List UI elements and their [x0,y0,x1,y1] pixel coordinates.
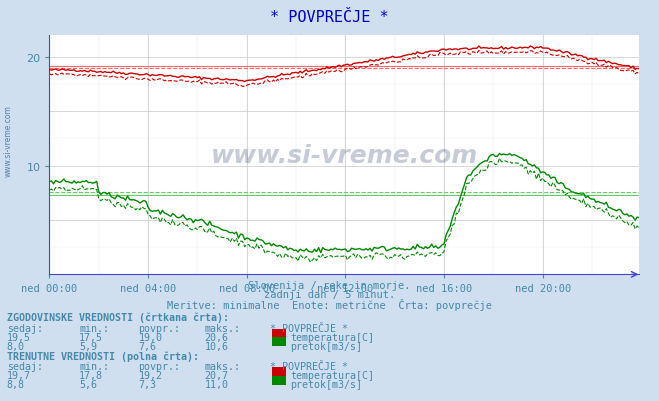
Text: Slovenija / reke in morje.: Slovenija / reke in morje. [248,281,411,291]
Text: min.:: min.: [79,323,109,333]
Text: 7,6: 7,6 [138,341,156,351]
Text: 8,8: 8,8 [7,379,24,389]
Text: 19,0: 19,0 [138,332,162,342]
Text: 8,0: 8,0 [7,341,24,351]
Text: temperatura[C]: temperatura[C] [290,332,374,342]
Text: temperatura[C]: temperatura[C] [290,370,374,380]
Text: zadnji dan / 5 minut.: zadnji dan / 5 minut. [264,290,395,300]
Text: pretok[m3/s]: pretok[m3/s] [290,379,362,389]
Text: TRENUTNE VREDNOSTI (polna črta):: TRENUTNE VREDNOSTI (polna črta): [7,350,198,361]
Text: min.:: min.: [79,361,109,371]
Text: * POVPREČJE *: * POVPREČJE * [270,10,389,25]
Text: * POVPREČJE *: * POVPREČJE * [270,361,348,371]
Text: sedaj:: sedaj: [7,361,43,371]
Text: 19,2: 19,2 [138,370,162,380]
Text: maks.:: maks.: [204,361,241,371]
Text: 19,5: 19,5 [7,332,30,342]
Text: ZGODOVINSKE VREDNOSTI (črtkana črta):: ZGODOVINSKE VREDNOSTI (črtkana črta): [7,312,229,322]
Text: Meritve: minimalne  Enote: metrične  Črta: povprečje: Meritve: minimalne Enote: metrične Črta:… [167,298,492,310]
Text: pretok[m3/s]: pretok[m3/s] [290,341,362,351]
Text: 7,3: 7,3 [138,379,156,389]
Text: maks.:: maks.: [204,323,241,333]
Text: sedaj:: sedaj: [7,323,43,333]
Text: 19,7: 19,7 [7,370,30,380]
Text: 5,6: 5,6 [79,379,97,389]
Text: povpr.:: povpr.: [138,323,181,333]
Text: www.si-vreme.com: www.si-vreme.com [3,105,13,176]
Text: 5,9: 5,9 [79,341,97,351]
Text: 17,5: 17,5 [79,332,103,342]
Text: 20,7: 20,7 [204,370,228,380]
Text: povpr.:: povpr.: [138,361,181,371]
Text: 20,6: 20,6 [204,332,228,342]
Text: 11,0: 11,0 [204,379,228,389]
Text: www.si-vreme.com: www.si-vreme.com [211,144,478,167]
Text: 10,6: 10,6 [204,341,228,351]
Text: * POVPREČJE *: * POVPREČJE * [270,323,348,333]
Text: 17,8: 17,8 [79,370,103,380]
